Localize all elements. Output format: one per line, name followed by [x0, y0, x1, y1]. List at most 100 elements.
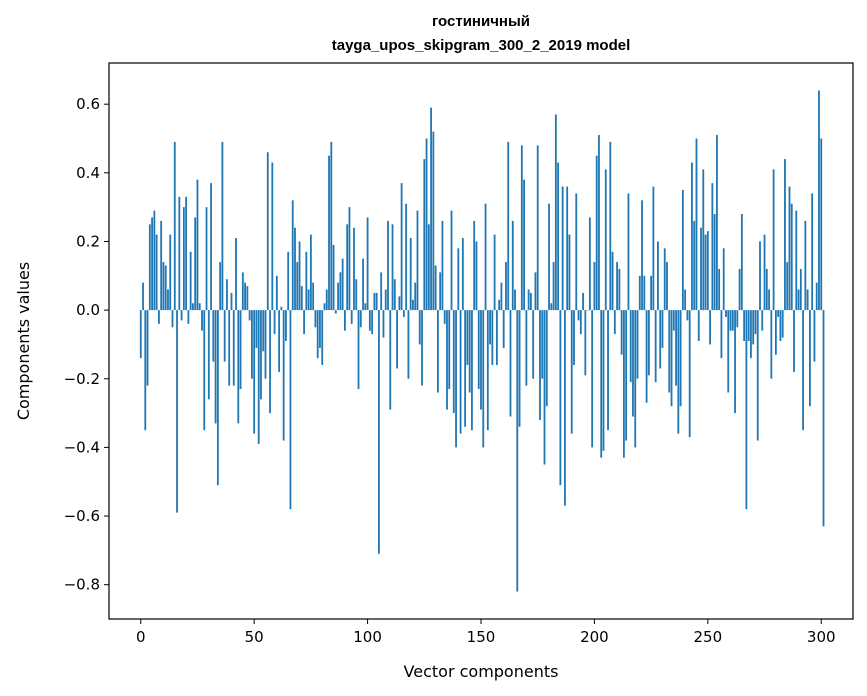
bar-150	[480, 310, 482, 410]
bar-167	[518, 310, 521, 427]
bar-250	[706, 231, 709, 311]
bar-142	[461, 238, 464, 311]
bar-29	[205, 207, 208, 311]
bar-246	[697, 310, 700, 341]
bar-151	[482, 310, 485, 448]
x-tick-label: 0	[136, 628, 146, 646]
bar-92	[348, 207, 351, 311]
bar-230	[661, 310, 664, 348]
bar-293	[804, 220, 807, 311]
bar-146	[471, 310, 473, 431]
bar-299	[818, 90, 820, 311]
bar-224	[647, 310, 650, 376]
bar-37	[223, 310, 226, 362]
bar-15	[173, 141, 176, 311]
x-tick-label: 200	[580, 628, 609, 646]
bar-262	[734, 310, 736, 414]
bar-12	[167, 289, 169, 311]
bar-134	[443, 310, 446, 324]
bar-206	[607, 310, 609, 431]
bar-166	[516, 310, 519, 592]
bar-181	[550, 303, 553, 311]
bar-90	[344, 310, 346, 331]
bar-20	[185, 196, 188, 311]
bar-186	[561, 186, 564, 311]
bar-273	[759, 241, 761, 311]
bar-series	[139, 90, 825, 592]
bar-84	[330, 141, 333, 311]
bar-287	[790, 203, 793, 311]
bar-183	[554, 114, 557, 311]
bar-143	[464, 310, 467, 427]
bar-116	[402, 310, 405, 317]
bar-292	[802, 310, 804, 431]
bar-194	[579, 310, 582, 335]
bar-60	[275, 275, 278, 311]
bar-3	[146, 310, 149, 386]
bar-128	[430, 107, 432, 311]
bar-123	[418, 310, 421, 345]
bar-162	[507, 141, 510, 311]
bar-148	[475, 241, 478, 311]
bar-172	[530, 292, 532, 311]
bar-32	[212, 310, 215, 362]
bar-244	[693, 220, 696, 311]
bar-169	[523, 179, 525, 311]
bar-107	[382, 310, 385, 338]
bar-297	[813, 310, 816, 362]
bar-282	[779, 310, 782, 341]
bar-231	[663, 248, 666, 311]
bar-182	[552, 262, 555, 311]
bar-243	[691, 162, 693, 311]
bar-154	[489, 310, 491, 345]
bar-214	[625, 310, 628, 441]
bar-222	[643, 275, 646, 311]
bar-209	[613, 310, 616, 335]
bar-94	[353, 227, 355, 311]
bar-276	[765, 268, 768, 311]
bar-4	[148, 224, 151, 311]
bar-115	[400, 183, 403, 311]
bar-83	[328, 155, 330, 311]
bar-86	[334, 310, 337, 314]
bar-9	[160, 220, 163, 311]
bar-261	[731, 310, 734, 331]
bar-93	[350, 310, 353, 324]
bar-110	[389, 310, 392, 410]
bar-175	[536, 145, 539, 311]
bar-228	[657, 241, 659, 311]
bar-41	[232, 310, 235, 386]
bar-218	[634, 310, 637, 448]
bar-195	[582, 292, 584, 311]
bar-145	[468, 310, 471, 393]
bar-74	[307, 289, 310, 311]
bar-288	[793, 310, 795, 372]
bar-47	[246, 286, 249, 311]
bar-285	[786, 262, 789, 311]
bar-270	[752, 310, 755, 345]
bar-59	[273, 310, 276, 335]
bar-198	[588, 217, 591, 311]
bar-67	[291, 200, 294, 311]
bar-158	[498, 299, 501, 311]
bar-249	[704, 234, 707, 311]
bar-76	[312, 282, 315, 311]
bar-22	[189, 251, 192, 311]
bar-253	[713, 214, 716, 311]
bar-129	[432, 131, 435, 311]
x-tick-label: 100	[353, 628, 382, 646]
bar-219	[636, 310, 639, 379]
bar-127	[427, 224, 430, 311]
bar-62	[280, 306, 283, 311]
bar-68	[294, 227, 296, 311]
bar-31	[210, 183, 212, 311]
bar-54	[262, 310, 265, 352]
bar-1	[142, 282, 144, 311]
bar-34	[216, 310, 219, 486]
bar-284	[784, 159, 786, 311]
bar-254	[716, 135, 718, 311]
bar-180	[548, 203, 550, 311]
bar-217	[632, 310, 634, 417]
bar-205	[604, 169, 607, 311]
bar-176	[539, 310, 541, 420]
